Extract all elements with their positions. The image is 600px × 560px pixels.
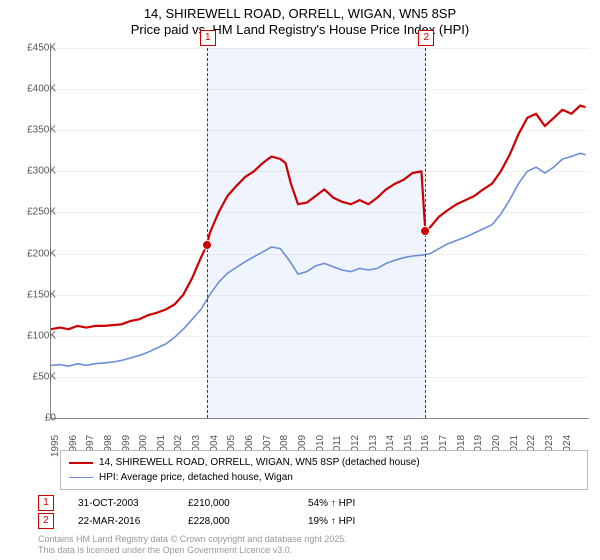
sales-table: 1 31-OCT-2003£210,00054% ↑ HPI 2 22-MAR-201… (38, 494, 428, 530)
marker-dot (420, 226, 430, 236)
y-tick-label: £200K (12, 248, 56, 259)
legend-row: HPI: Average price, detached house, Wiga… (69, 470, 579, 485)
y-tick-label: £450K (12, 43, 56, 54)
sales-cell: 19% ↑ HPI (308, 516, 428, 527)
y-tick-label: £0 (12, 413, 56, 424)
title-line-2: Price paid vs. HM Land Registry's House … (0, 22, 600, 38)
marker-line (207, 48, 208, 418)
y-tick-label: £300K (12, 166, 56, 177)
sales-cell: 54% ↑ HPI (308, 498, 428, 509)
legend-label: HPI: Average price, detached house, Wiga… (99, 470, 293, 485)
sales-row: 1 31-OCT-2003£210,00054% ↑ HPI (38, 494, 428, 512)
marker-badge: 2 (418, 30, 434, 46)
sales-cell: £210,000 (188, 498, 308, 509)
y-tick-label: £350K (12, 125, 56, 136)
legend: 14, SHIREWELL ROAD, ORRELL, WIGAN, WN5 8… (60, 450, 588, 490)
legend-row: 14, SHIREWELL ROAD, ORRELL, WIGAN, WN5 8… (69, 455, 579, 470)
sales-badge: 1 (38, 495, 54, 511)
y-tick-label: £50K (12, 371, 56, 382)
sales-cell: £228,000 (188, 516, 308, 527)
chart-container: 14, SHIREWELL ROAD, ORRELL, WIGAN, WN5 8… (0, 0, 600, 560)
y-tick-label: £400K (12, 84, 56, 95)
copyright: Contains HM Land Registry data © Crown c… (38, 534, 347, 556)
series-hpi (51, 153, 586, 366)
sales-row: 2 22-MAR-2016£228,00019% ↑ HPI (38, 512, 428, 530)
y-tick-label: £250K (12, 207, 56, 218)
legend-swatch (69, 462, 93, 464)
plot-area: 12 (50, 48, 589, 419)
series-price_paid (51, 106, 586, 330)
title-line-1: 14, SHIREWELL ROAD, ORRELL, WIGAN, WN5 8… (0, 6, 600, 22)
copyright-line-2: This data is licensed under the Open Gov… (38, 545, 347, 556)
marker-dot (202, 240, 212, 250)
y-tick-label: £150K (12, 289, 56, 300)
title-block: 14, SHIREWELL ROAD, ORRELL, WIGAN, WN5 8… (0, 0, 600, 39)
legend-label: 14, SHIREWELL ROAD, ORRELL, WIGAN, WN5 8… (99, 455, 420, 470)
legend-swatch (69, 477, 93, 478)
sales-cell: 22-MAR-2016 (78, 516, 188, 527)
y-tick-label: £100K (12, 330, 56, 341)
marker-badge: 1 (200, 30, 216, 46)
sales-badge: 2 (38, 513, 54, 529)
copyright-line-1: Contains HM Land Registry data © Crown c… (38, 534, 347, 545)
sales-cell: 31-OCT-2003 (78, 498, 188, 509)
series-lines (51, 48, 589, 418)
